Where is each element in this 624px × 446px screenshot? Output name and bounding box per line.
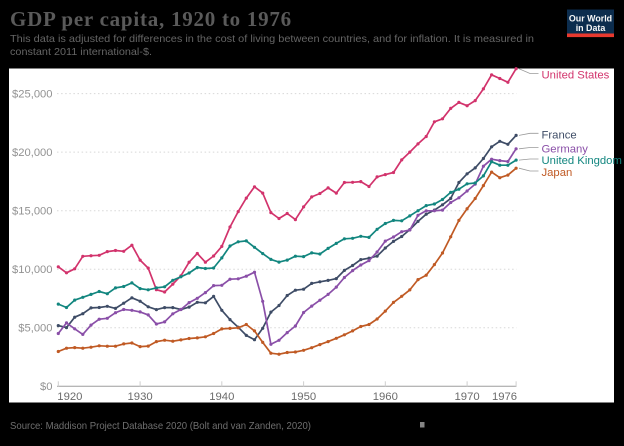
- svg-text:1950: 1950: [291, 391, 316, 403]
- svg-text:$10,000: $10,000: [12, 264, 52, 276]
- svg-text:$5,000: $5,000: [18, 323, 52, 335]
- svg-text:1960: 1960: [373, 391, 398, 403]
- svg-text:Germany: Germany: [542, 144, 589, 156]
- svg-text:1940: 1940: [209, 391, 234, 403]
- svg-text:Source: Maddison Project Datab: Source: Maddison Project Database 2020 (…: [10, 421, 311, 432]
- svg-text:in Data: in Data: [576, 23, 606, 33]
- svg-text:constant 2011 international-$.: constant 2011 international-$.: [10, 47, 152, 58]
- svg-text:France: France: [542, 129, 577, 141]
- svg-text:Our World: Our World: [569, 13, 612, 23]
- svg-text:United Kingdom: United Kingdom: [542, 155, 622, 167]
- svg-text:$25,000: $25,000: [12, 89, 52, 101]
- svg-text:1970: 1970: [455, 391, 480, 403]
- svg-text:This data is adjusted for diff: This data is adjusted for differences in…: [10, 34, 534, 45]
- svg-text:1920: 1920: [57, 391, 82, 403]
- svg-text:1976: 1976: [492, 391, 517, 403]
- svg-text:$0: $0: [40, 381, 52, 393]
- svg-text:United States: United States: [542, 70, 610, 82]
- svg-text:Japan: Japan: [542, 167, 573, 179]
- svg-text:$15,000: $15,000: [12, 206, 52, 218]
- svg-text:GDP per capita, 1920 to 1976: GDP per capita, 1920 to 1976: [10, 7, 292, 31]
- svg-text:$20,000: $20,000: [12, 147, 52, 159]
- svg-text:1930: 1930: [128, 391, 153, 403]
